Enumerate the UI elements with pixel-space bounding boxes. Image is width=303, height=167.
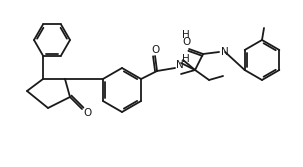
Text: O: O: [151, 45, 159, 55]
Text: O: O: [83, 108, 91, 118]
Text: O: O: [182, 37, 190, 47]
Text: H: H: [182, 30, 190, 40]
Text: N: N: [221, 47, 229, 57]
Text: H: H: [182, 54, 190, 64]
Text: N: N: [176, 60, 184, 70]
